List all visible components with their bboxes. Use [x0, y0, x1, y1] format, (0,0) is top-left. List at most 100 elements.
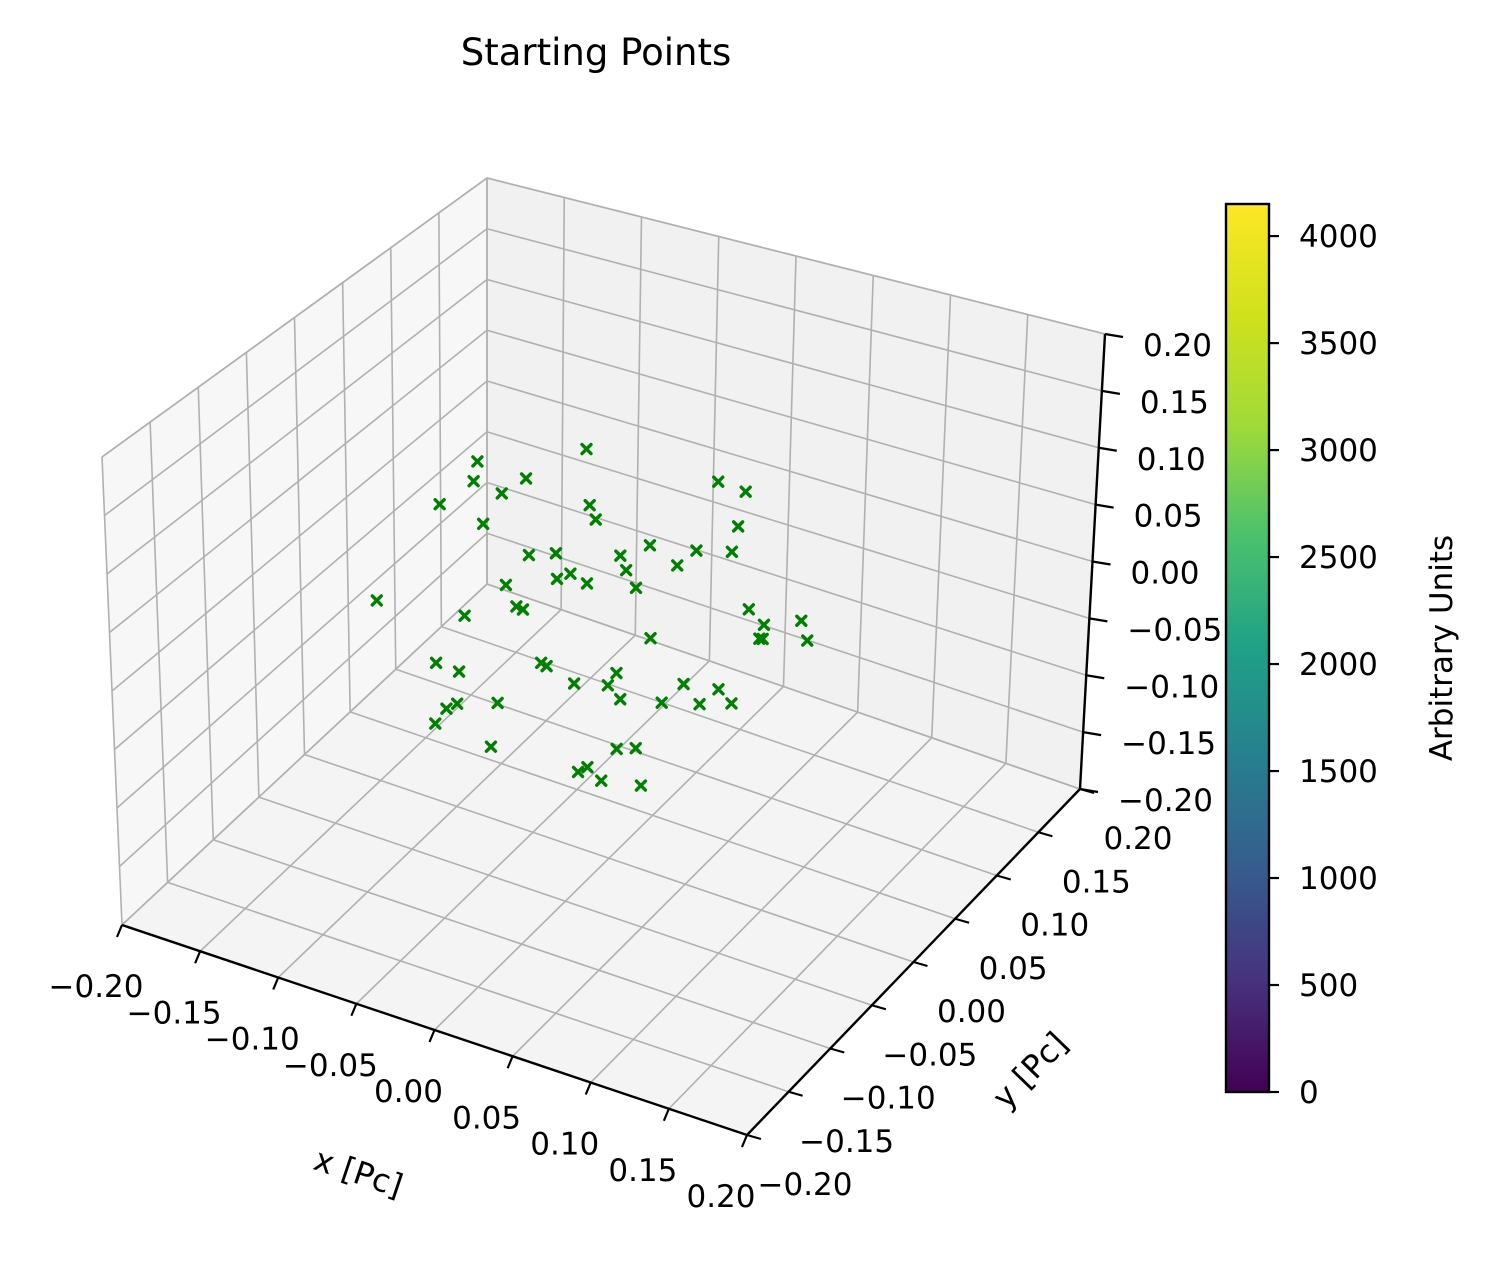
x-tick-label: 0.00: [374, 1074, 443, 1110]
y-tick-label: −0.10: [841, 1081, 936, 1117]
scatter-point: [725, 545, 739, 559]
x-tick-label: −0.05: [283, 1048, 378, 1084]
scatter-point: [567, 677, 581, 690]
x-tick-label: −0.15: [127, 995, 222, 1031]
axis-panes: [102, 178, 1105, 1135]
scatter-point: [739, 485, 752, 498]
scatter-point: [644, 632, 657, 645]
y-tick-label: 0.05: [979, 951, 1048, 987]
scatter-point: [452, 665, 466, 678]
x-tick-mark: [584, 1082, 592, 1095]
scatter-point: [510, 600, 523, 613]
z-tick-label: 0.10: [1137, 442, 1206, 478]
grid-line-y-floor: [349, 711, 956, 920]
scatter-point: [476, 517, 490, 530]
scatter-point: [589, 513, 602, 526]
scatter-point: [712, 683, 725, 696]
z-tick-mark: [1101, 389, 1121, 395]
colorbar-tick-label: 1000: [1299, 861, 1378, 897]
y-tick-label: 0.15: [1062, 864, 1131, 900]
z-tick-mark: [1086, 674, 1105, 680]
scatter-point: [540, 659, 553, 673]
colorbar-gradient: [1226, 204, 1269, 1092]
scatter-point: [643, 539, 657, 552]
z-tick-mark: [1098, 446, 1117, 452]
floor-pane: [122, 584, 1080, 1135]
x-tick-mark: [740, 1134, 749, 1148]
scatter-point: [731, 520, 745, 533]
x-tick-mark: [350, 1003, 358, 1017]
scatter-point: [495, 487, 508, 500]
x-tick-label: 0.15: [608, 1153, 677, 1189]
y-tick-label: −0.20: [758, 1167, 853, 1203]
scatter-point: [549, 547, 563, 560]
y-tick-mark: [913, 960, 928, 968]
scatter-point: [458, 609, 471, 622]
x-tick-label: −0.10: [205, 1022, 300, 1058]
chart-title: Starting Points: [461, 31, 732, 74]
scatter-point: [467, 474, 480, 488]
x-tick-mark: [272, 977, 280, 990]
z-tick-label: −0.10: [1124, 669, 1219, 705]
scatter-point: [429, 656, 443, 670]
z-tick-label: −0.05: [1127, 612, 1222, 648]
y-tick-label: −0.05: [882, 1037, 977, 1073]
colorbar-tick-label: 4000: [1299, 219, 1378, 255]
z-tick-label: −0.20: [1118, 783, 1213, 819]
y-tick-label: −0.15: [799, 1124, 894, 1160]
y-tick-mark: [829, 1047, 845, 1054]
grid-line-y-wall: [438, 212, 443, 627]
colorbar-tick-label: 1500: [1299, 754, 1378, 790]
z-tick-label: 0.05: [1134, 499, 1203, 535]
scatter-point: [801, 634, 814, 647]
x-tick-label: 0.10: [530, 1127, 599, 1163]
scatter-point: [757, 618, 771, 632]
z-tick-label: −0.15: [1121, 726, 1216, 762]
x-tick-mark: [662, 1108, 670, 1122]
scatter-point: [795, 614, 808, 627]
scatter-point: [601, 679, 615, 692]
z-tick-mark: [1079, 787, 1099, 794]
scatter-point: [519, 472, 533, 485]
scatter-point: [471, 455, 484, 468]
colorbar-ticks: 0 500 1000 1500 2000 2500 3000 3500 4000: [1269, 219, 1378, 1111]
z-tick-mark: [1092, 560, 1111, 566]
scatter-point: [655, 696, 668, 709]
scatter-point: [595, 774, 608, 787]
colorbar-tick-label: 3000: [1299, 433, 1378, 469]
scatter-point: [429, 717, 442, 730]
x-tick-mark: [506, 1055, 514, 1069]
colorbar-tick-label: 3500: [1299, 326, 1378, 362]
y-ticks: −0.20 −0.15 −0.10 −0.05 0.00 0.05 0.10 0.15 0.20: [746, 787, 1173, 1203]
scatter-point: [440, 702, 453, 715]
x-tick-mark: [115, 924, 124, 938]
y-tick-mark: [788, 1090, 803, 1097]
x-axis-label: x [Pc]: [309, 1140, 407, 1205]
scatter-point: [619, 564, 633, 577]
scatter-point: [564, 567, 577, 580]
scatter-point: [499, 578, 513, 592]
scatter-point: [583, 498, 596, 512]
scatter-point: [484, 740, 498, 753]
scatter-point: [629, 581, 643, 594]
x-tick-label: 0.20: [686, 1179, 755, 1215]
scatter-points: [370, 442, 814, 792]
y-tick-label: 0.20: [1103, 821, 1172, 857]
scatter-point: [614, 693, 627, 706]
y-tick-mark: [746, 1133, 762, 1141]
y-tick-label: 0.10: [1020, 908, 1089, 944]
scatter-point: [756, 632, 769, 646]
colorbar-tick-label: 2000: [1299, 647, 1378, 683]
scatter-point: [550, 572, 564, 586]
x-ticks: −0.20−0.15−0.10−0.050.000.050.100.150.20: [49, 924, 756, 1215]
y-tick-mark: [954, 917, 970, 924]
grid-line-y-floor: [304, 753, 914, 963]
scatter-point: [725, 697, 738, 710]
pane-edge: [101, 177, 1106, 458]
scatter-point: [370, 594, 383, 607]
scatter-point: [433, 498, 446, 511]
left-pane: [102, 178, 487, 925]
z-tick-label: 0.15: [1140, 385, 1209, 421]
colorbar: 0 500 1000 1500 2000 2500 3000 3500 4000 Arbitra…: [1224, 202, 1460, 1111]
